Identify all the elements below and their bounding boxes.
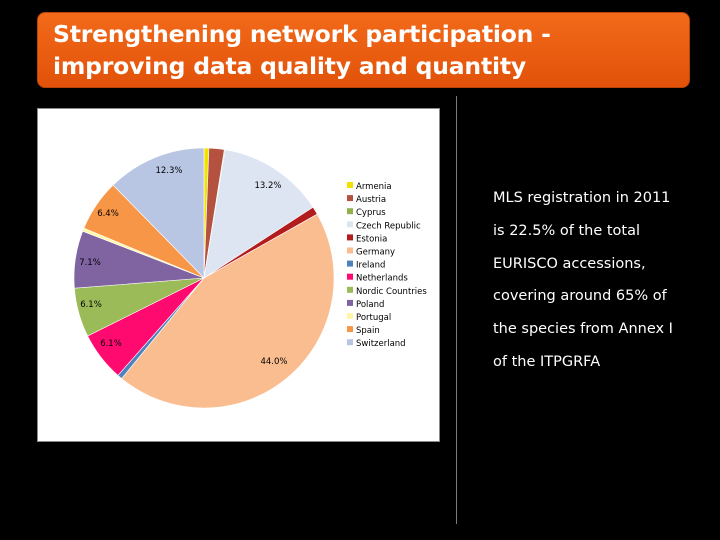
legend-label-ireland: Ireland (356, 261, 385, 271)
side-text: MLS registration in 2011 is 22.5% of the… (493, 182, 703, 379)
legend-label-spain: Spain (356, 326, 380, 336)
legend-swatch-poland (347, 299, 353, 306)
legend-label-poland: Poland (356, 300, 384, 310)
pie-slice-germany (121, 213, 335, 409)
legend-swatch-netherlands (347, 273, 353, 280)
data-label-czech-republic: 13.2% (254, 181, 281, 191)
slide-title-line-2: improving data quality and quantity (53, 52, 526, 80)
pie-slice-czech-republic (203, 149, 314, 279)
data-label-spain: 6.4% (97, 209, 119, 219)
side-text-line-3: EURISCO accessions, (493, 255, 646, 272)
data-label-poland: 7.1% (79, 258, 101, 268)
legend-swatch-austria (347, 195, 353, 202)
side-text-line-6: of the ITPGRFA (493, 353, 601, 370)
data-label-netherlands: 6.1% (100, 339, 122, 349)
side-text-line-1: MLS registration in 2011 (493, 190, 671, 206)
legend-swatch-germany (347, 247, 353, 254)
side-text-line-5: the species from Annex I (493, 321, 673, 338)
side-text-line-2: is 22.5% of the total (493, 222, 641, 239)
pie-chart: 13.2% 44.0% 6.1% 6.1% 7.1% 6.4% 12.3% Armenia Au… (73, 147, 427, 409)
data-label-germany: 44.0% (260, 357, 287, 367)
legend-label-cyprus: Cyprus (356, 208, 386, 218)
legend-swatch-armenia (347, 182, 353, 188)
side-text-line-4: covering around 65% of (493, 288, 667, 305)
legend-label-germany: Germany (356, 248, 395, 258)
legend-swatch-nordic-countries (347, 286, 353, 293)
legend-swatch-ireland (347, 260, 353, 267)
pie-slice-switzerland (112, 147, 205, 279)
slide-title: Strengthening network participation - im… (37, 12, 690, 88)
legend-label-portugal: Portugal (356, 313, 391, 323)
chart-frame: 13.2% 44.0% 6.1% 6.1% 7.1% 6.4% 12.3% Armenia Au… (37, 108, 440, 442)
legend-swatch-czech-republic (347, 221, 353, 228)
legend-label-estonia: Estonia (356, 234, 387, 244)
data-label-nordic-countries: 6.1% (80, 300, 102, 310)
vertical-divider (456, 96, 457, 524)
legend-label-armenia: Armenia (356, 182, 392, 192)
legend-swatch-cyprus (347, 208, 353, 215)
data-label-switzerland: 12.3% (155, 166, 182, 176)
legend-swatch-portugal (347, 313, 353, 319)
legend-swatch-estonia (347, 234, 353, 241)
legend-label-austria: Austria (356, 195, 386, 205)
legend-label-czech-republic: Czech Republic (356, 221, 421, 231)
legend-label-netherlands: Netherlands (356, 274, 408, 284)
legend-label-nordic-countries: Nordic Countries (356, 287, 427, 297)
legend-swatch-switzerland (347, 339, 353, 346)
legend-swatch-spain (347, 326, 353, 333)
slide-title-line-1: Strengthening network participation - (53, 20, 551, 48)
legend-label-switzerland: Switzerland (356, 339, 406, 349)
